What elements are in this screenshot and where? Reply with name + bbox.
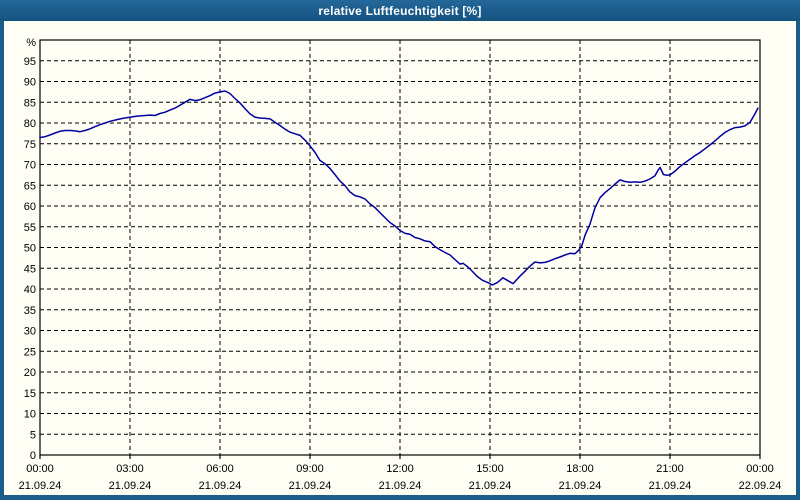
svg-text:75: 75 [24, 139, 36, 151]
svg-text:15: 15 [24, 388, 36, 400]
svg-text:00:00: 00:00 [746, 463, 774, 475]
svg-text:15:00: 15:00 [476, 463, 504, 475]
svg-text:21.09.24: 21.09.24 [469, 480, 512, 492]
x-axis-labels: 00:00 21.09.24 03:00 21.09.24 06:00 21.09.24 0… [19, 463, 782, 492]
svg-text:40: 40 [24, 284, 36, 296]
svg-text:65: 65 [24, 180, 36, 192]
svg-text:21.09.24: 21.09.24 [559, 480, 602, 492]
svg-text:90: 90 [24, 77, 36, 89]
svg-text:%: % [26, 37, 36, 49]
svg-text:25: 25 [24, 346, 36, 358]
svg-text:50: 50 [24, 243, 36, 255]
svg-text:60: 60 [24, 201, 36, 213]
svg-text:80: 80 [24, 118, 36, 130]
svg-text:21.09.24: 21.09.24 [379, 480, 422, 492]
svg-text:21.09.24: 21.09.24 [19, 480, 62, 492]
svg-text:22.09.24: 22.09.24 [739, 480, 782, 492]
title-bar: relative Luftfeuchtigkeit [%] [0, 0, 800, 21]
svg-text:21.09.24: 21.09.24 [649, 480, 692, 492]
svg-text:03:00: 03:00 [116, 463, 144, 475]
svg-text:21.09.24: 21.09.24 [199, 480, 242, 492]
svg-text:21.09.24: 21.09.24 [109, 480, 152, 492]
svg-text:0: 0 [30, 450, 36, 462]
chart-title: relative Luftfeuchtigkeit [%] [318, 3, 482, 18]
humidity-line [39, 90, 759, 286]
svg-text:95: 95 [24, 56, 36, 68]
svg-text:55: 55 [24, 222, 36, 234]
svg-text:45: 45 [24, 263, 36, 275]
svg-text:21:00: 21:00 [656, 463, 684, 475]
svg-text:20: 20 [24, 367, 36, 379]
svg-text:70: 70 [24, 160, 36, 172]
svg-text:00:00: 00:00 [26, 463, 54, 475]
svg-text:10: 10 [24, 409, 36, 421]
svg-text:5: 5 [30, 429, 36, 441]
svg-text:21.09.24: 21.09.24 [289, 480, 332, 492]
svg-text:30: 30 [24, 326, 36, 338]
grid-vertical [129, 40, 671, 455]
svg-text:12:00: 12:00 [386, 463, 414, 475]
svg-text:18:00: 18:00 [566, 463, 594, 475]
svg-text:85: 85 [24, 97, 36, 109]
svg-text:35: 35 [24, 305, 36, 317]
svg-text:06:00: 06:00 [206, 463, 234, 475]
axis-ticks [39, 455, 761, 459]
svg-text:09:00: 09:00 [296, 463, 324, 475]
